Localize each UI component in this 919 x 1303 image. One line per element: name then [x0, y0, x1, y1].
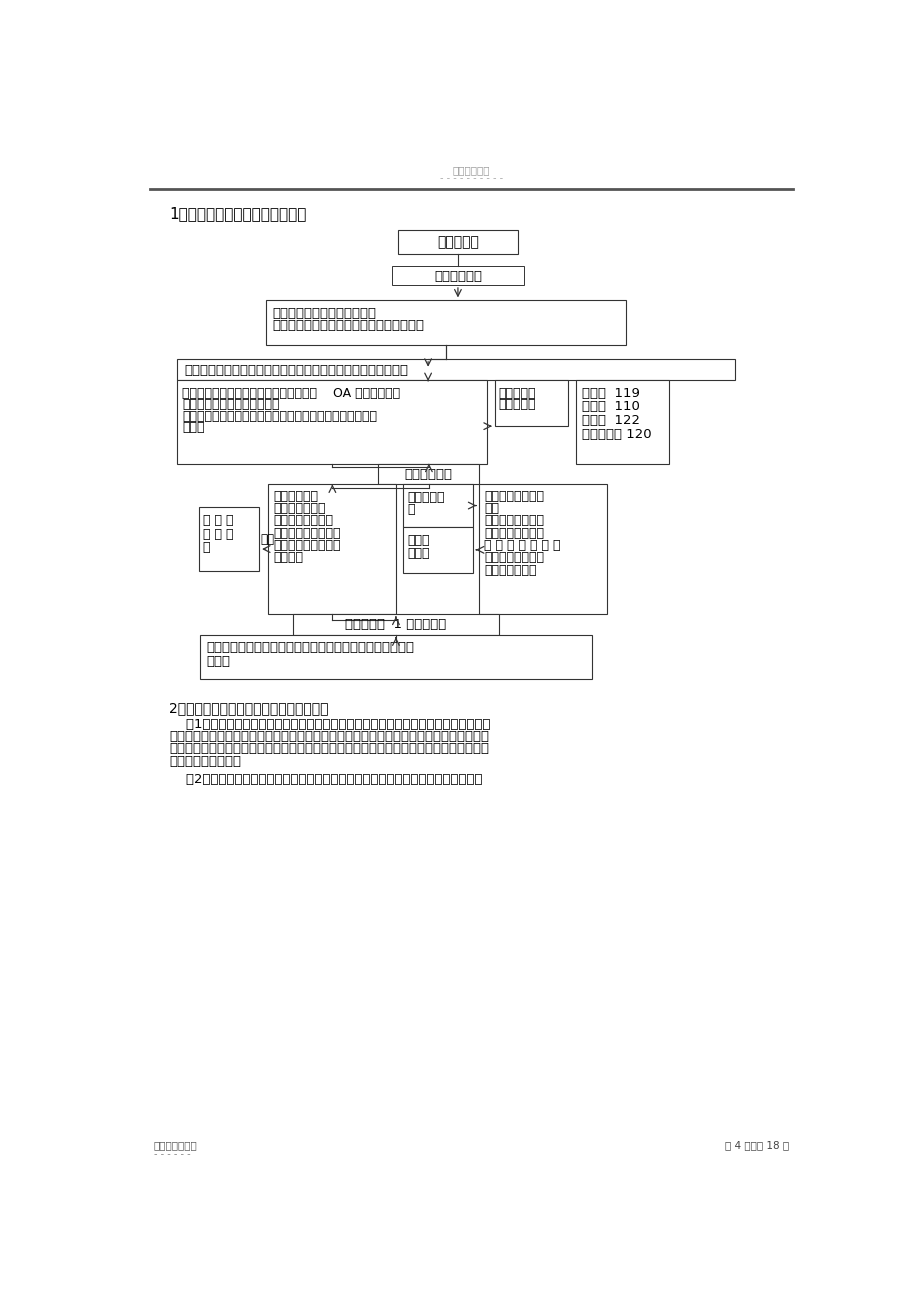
Text: 机上）: 机上）	[182, 421, 205, 434]
Text: 离事故突发地最近的工程领导: 离事故突发地最近的工程领导	[272, 306, 376, 319]
Text: 关: 关	[202, 541, 210, 554]
Text: 总部高层和工程指: 总部高层和工程指	[483, 490, 543, 503]
Text: 1、火灾、爆炸事故应急工作流程: 1、火灾、爆炸事故应急工作流程	[169, 206, 306, 222]
Text: 启动应急机制: 启动应急机制	[404, 468, 452, 481]
Text: 名称和地址总结: 名称和地址总结	[153, 1140, 198, 1151]
Text: 报告: 报告	[260, 533, 275, 546]
Bar	[479, 485, 607, 614]
Text: 急救中心： 120: 急救中心： 120	[581, 429, 651, 442]
Text: 组长：工程经理: 组长：工程经理	[274, 502, 326, 515]
Text: 装副经理: 装副经理	[274, 551, 303, 564]
Bar	[392, 266, 524, 285]
Text: 事故目击人: 事故目击人	[437, 235, 479, 249]
Bar	[176, 358, 734, 380]
Bar	[397, 229, 517, 254]
Text: 经理、工程总工、安: 经理、工程总工、安	[274, 539, 341, 552]
Bar	[378, 464, 479, 485]
Text: 第 4 页，共 18 页: 第 4 页，共 18 页	[724, 1140, 789, 1151]
Text: 部、工程管理部: 部、工程管理部	[483, 564, 536, 577]
Text: 事件处: 事件处	[407, 534, 429, 547]
Text: 部报警电话: 部报警电话	[498, 399, 536, 412]
Text: 信编辑系统，发布预警信息。: 信编辑系统，发布预警信息。	[182, 399, 279, 412]
Text: 精选学习资料: 精选学习资料	[452, 165, 490, 176]
Text: 迅速前往出事地点开展救治工作，并电话直接联系工程经理手机: 迅速前往出事地点开展救治工作，并电话直接联系工程经理手机	[185, 365, 408, 378]
Bar	[176, 380, 486, 464]
Text: 挥部: 挥部	[483, 502, 498, 515]
Text: 事故信息反: 事故信息反	[407, 490, 444, 503]
Text: （此信息会一次发送给公司高管层及工程应急小组所有人手: （此信息会一次发送给公司高管层及工程应急小组所有人手	[182, 409, 377, 422]
Text: （含专业工长及级别以上的工程任何领导）: （含专业工长及级别以上的工程任何领导）	[272, 319, 424, 332]
Bar	[200, 635, 591, 679]
Text: 组长：公司总经理: 组长：公司总经理	[483, 515, 543, 528]
Bar	[293, 614, 498, 635]
Bar	[266, 301, 626, 345]
Text: 组员：书记、土建副: 组员：书记、土建副	[274, 526, 341, 539]
Bar	[403, 526, 472, 573]
Bar	[199, 507, 259, 571]
Bar	[575, 380, 668, 464]
Text: 同时拨打外: 同时拨打外	[498, 387, 536, 400]
Text: （1）紧急事故发生后，发现人应立即报警。一旦启动本预案，相关责任人要以处置重: （1）紧急事故发生后，发现人应立即报警。一旦启动本预案，相关责任人要以处置重	[169, 718, 490, 731]
Text: 交通：  122: 交通： 122	[581, 414, 639, 427]
Text: 2、火灾、爆炸事故应急流程应遵循的原则: 2、火灾、爆炸事故应急流程应遵循的原则	[169, 701, 328, 715]
Text: 副组长：公司书记: 副组长：公司书记	[483, 526, 543, 539]
Text: 部、质量安全保证: 部、质量安全保证	[483, 551, 543, 564]
Text: 事故发生后  1 小时内完成: 事故发生后 1 小时内完成	[345, 619, 446, 632]
Text: 应急预案实施、过程修改、事后经验总结、报公司总部和政: 应急预案实施、过程修改、事后经验总结、报公司总部和政	[206, 641, 414, 654]
Text: 第一时间报告: 第一时间报告	[434, 270, 482, 283]
Text: 大紧急情况为压倒一切的首要任务，绝不能以任何理由推诿拖延。各部门之间、各单位之间: 大紧急情况为压倒一切的首要任务，绝不能以任何理由推诿拖延。各部门之间、各单位之间	[169, 730, 489, 743]
Text: 匪警：  110: 匪警： 110	[581, 400, 639, 413]
Text: 上 报 上: 上 报 上	[202, 513, 233, 526]
Text: （2）工程在接到报警后，应立即组织自救队伍，按事先制定的应急方案立即进行自: （2）工程在接到报警后，应立即组织自救队伍，按事先制定的应急方案立即进行自	[169, 773, 482, 786]
Text: 究有关人员的责任。: 究有关人员的责任。	[169, 754, 241, 767]
Text: 理决策: 理决策	[407, 547, 429, 560]
Text: - - - - - - - - - -: - - - - - - - - - -	[439, 173, 503, 184]
Bar	[494, 380, 568, 426]
Bar	[268, 485, 396, 614]
Text: 通知现场任何一位办公室职员，登录公司    OA 系统的手机短: 通知现场任何一位办公室职员，登录公司 OA 系统的手机短	[182, 387, 400, 400]
Text: 工程应急小组: 工程应急小组	[274, 490, 319, 503]
Text: 一 级 机: 一 级 机	[202, 528, 233, 541]
Text: 府部门: 府部门	[206, 655, 230, 668]
Bar	[403, 485, 472, 526]
Text: 馈: 馈	[407, 503, 414, 516]
Text: - - - - - -: - - - - - -	[153, 1149, 190, 1158]
Text: 副组长：安全总监: 副组长：安全总监	[274, 515, 334, 528]
Text: 必须服从指挥、协调配合，共同做好工作。因工作不到位或玩忽职守造成严重后果的，要追: 必须服从指挥、协调配合，共同做好工作。因工作不到位或玩忽职守造成严重后果的，要追	[169, 743, 489, 756]
Text: 消防：  119: 消防： 119	[581, 387, 639, 400]
Text: 组 员 ： 工 程 经 理: 组 员 ： 工 程 经 理	[483, 539, 560, 552]
